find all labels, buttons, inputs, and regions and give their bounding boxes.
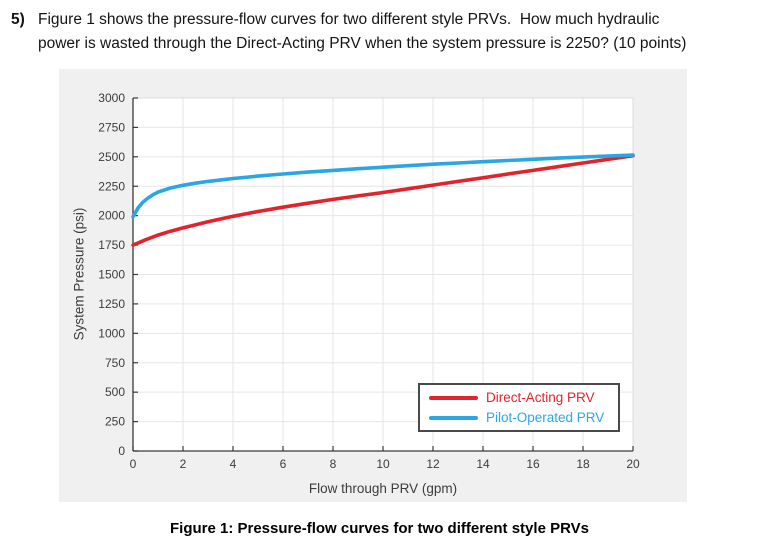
y-tick-label: 0 <box>118 444 125 458</box>
x-tick-label: 2 <box>180 457 187 471</box>
legend-line-swatch-red <box>429 395 478 400</box>
pressure-flow-chart: 0 2 4 6 8 10 12 14 16 18 20 0 250 500 750 1000 1250 1500 1… <box>98 91 640 471</box>
y-tick-label: 750 <box>105 356 125 370</box>
y-tick-label: 2000 <box>98 209 125 223</box>
problem-number: 5) <box>11 11 25 28</box>
legend-item-pilot-operated-prv: Pilot-Operated PRV <box>420 410 618 425</box>
y-tick-label: 1750 <box>98 238 125 252</box>
x-tick-label: 10 <box>376 457 390 471</box>
legend-label-direct-acting-prv: Direct-Acting PRV <box>486 390 595 405</box>
x-tick-label: 16 <box>526 457 540 471</box>
x-tick-label: 12 <box>426 457 440 471</box>
y-tick-label: 250 <box>105 415 125 429</box>
legend-label-pilot-operated-prv: Pilot-Operated PRV <box>486 410 605 425</box>
y-tick-label: 2750 <box>98 120 125 134</box>
chart-legend: Direct-Acting PRV Pilot-Operated PRV <box>418 383 620 432</box>
x-tick-label: 18 <box>576 457 590 471</box>
legend-item-direct-acting-prv: Direct-Acting PRV <box>420 390 618 405</box>
x-tick-label: 8 <box>330 457 337 471</box>
problem-text-line1: Figure 1 shows the pressure-flow curves … <box>38 11 660 28</box>
y-tick-label: 500 <box>105 385 125 399</box>
series-line-pilot-operated-prv <box>131 153 635 219</box>
y-axis-label: System Pressure (psi) <box>71 207 87 341</box>
x-tick-label: 20 <box>626 457 640 471</box>
y-tick-label: 1500 <box>98 268 125 282</box>
figure-area: 0 2 4 6 8 10 12 14 16 18 20 0 250 500 750 1000 1250 1500 1… <box>59 69 687 502</box>
y-tick-label: 1000 <box>98 326 125 340</box>
x-tick-label: 14 <box>476 457 490 471</box>
series-line-direct-acting-prv <box>131 153 635 247</box>
x-tick-label: 0 <box>130 457 137 471</box>
y-tick-label: 2250 <box>98 179 125 193</box>
figure-caption: Figure 1: Pressure-flow curves for two d… <box>169 520 589 537</box>
problem-statement: 5) Figure 1 shows the pressure-flow curv… <box>11 8 751 56</box>
problem-text-line2: power is wasted through the Direct-Actin… <box>38 35 687 52</box>
y-tick-label: 2500 <box>98 150 125 164</box>
x-tick-label: 6 <box>280 457 287 471</box>
y-tick-label: 1250 <box>98 297 125 311</box>
y-tick-label: 3000 <box>98 91 125 105</box>
x-axis-label: Flow through PRV (gpm) <box>308 481 458 496</box>
legend-line-swatch-blue <box>429 415 478 420</box>
x-tick-label: 4 <box>230 457 237 471</box>
